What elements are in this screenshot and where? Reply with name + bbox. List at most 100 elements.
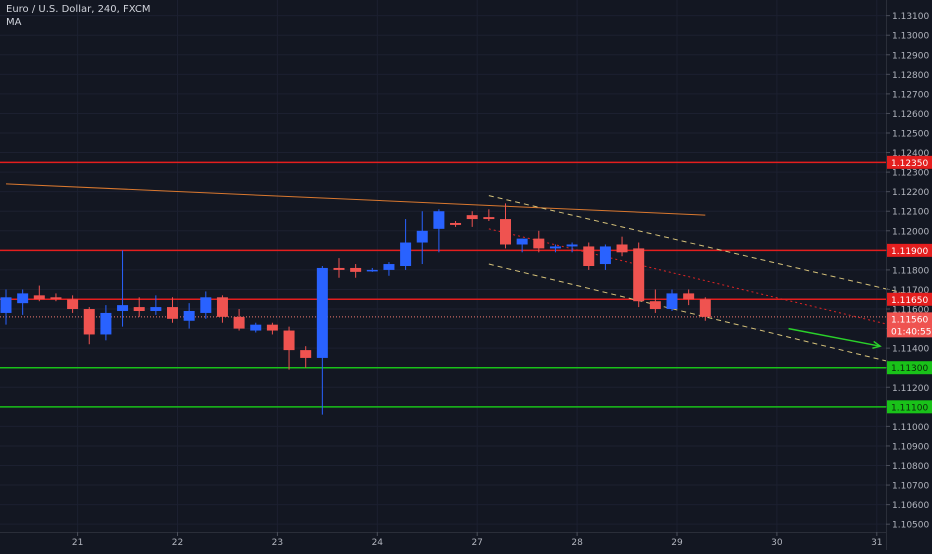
channel-upper-line[interactable] (488, 195, 931, 300)
resistance-price-label: 1.12350 (887, 155, 932, 169)
candle[interactable] (216, 295, 228, 323)
candle-body (316, 267, 328, 358)
candle[interactable] (500, 203, 511, 249)
candle[interactable] (233, 309, 245, 331)
candle[interactable] (167, 297, 178, 323)
candle[interactable] (549, 244, 561, 253)
candle-body (533, 238, 545, 249)
price-tick-label: 1.12500 (892, 130, 929, 140)
candle[interactable] (83, 307, 95, 345)
candle-body (549, 246, 561, 249)
candle[interactable] (117, 250, 129, 327)
candle[interactable] (300, 346, 312, 368)
candle[interactable] (633, 242, 645, 308)
price-tick-label: 1.10700 (892, 482, 929, 492)
time-tick-label: 24 (372, 538, 384, 548)
candle[interactable] (533, 230, 545, 253)
candle[interactable] (400, 219, 412, 270)
price-tick-label: 1.12200 (892, 188, 929, 198)
candle[interactable] (366, 267, 378, 272)
candle[interactable] (333, 258, 345, 278)
candle-body (666, 293, 678, 310)
candle[interactable] (683, 289, 695, 306)
price-tick-label: 1.13000 (892, 32, 929, 42)
candle[interactable] (383, 262, 395, 276)
candle[interactable] (649, 289, 661, 313)
support-price-label-text: 1.11300 (891, 364, 928, 374)
time-axis[interactable]: 21 22 23 24 27 28 29 30 31 (72, 532, 883, 548)
candle-body (400, 242, 412, 266)
channel-layer (488, 195, 931, 373)
price-tick-label: 1.12100 (892, 208, 929, 218)
candle[interactable] (666, 289, 678, 311)
support-price-label-bg (887, 361, 932, 375)
price-tick-label: 1.11400 (892, 345, 929, 355)
candle-body (616, 244, 628, 253)
candle-body (466, 215, 478, 220)
candle[interactable] (316, 266, 328, 415)
candle-body (366, 269, 378, 272)
last-price-label-text: 1.11560 (891, 315, 928, 325)
candle[interactable] (67, 295, 79, 313)
candle[interactable] (416, 211, 428, 265)
candle[interactable] (283, 326, 295, 370)
resistance-price-label-bg (887, 155, 932, 169)
price-tick-label: 1.11600 (892, 306, 929, 316)
candle[interactable] (50, 293, 62, 302)
price-tick-label: 1.12700 (892, 90, 929, 100)
candle[interactable] (0, 289, 12, 325)
candle-body (416, 230, 428, 243)
candle[interactable] (699, 297, 711, 321)
support-price-label: 1.11100 (887, 400, 932, 414)
projection-arrow-layer (788, 327, 882, 349)
candle[interactable] (150, 295, 162, 315)
time-tick-label: 28 (571, 538, 583, 548)
candle[interactable] (583, 242, 595, 270)
candle-body (183, 310, 195, 321)
candle[interactable] (466, 211, 478, 227)
candle[interactable] (266, 322, 278, 335)
candle-body (50, 297, 62, 300)
support-price-label: 1.11300 (887, 361, 932, 375)
resistance-price-label-text: 1.11900 (891, 247, 928, 257)
candle[interactable] (616, 236, 628, 257)
resistance-price-label-bg (887, 292, 932, 306)
price-tick-label: 1.12900 (892, 51, 929, 61)
time-tick-label: 21 (72, 538, 83, 548)
candle[interactable] (516, 238, 528, 253)
chart-title: Euro / U.S. Dollar, 240, FXCM (6, 4, 151, 15)
candle[interactable] (350, 264, 362, 278)
candle-body (17, 293, 29, 304)
candle[interactable] (483, 209, 495, 222)
moving-average-line (5, 183, 706, 216)
channel-lower-line[interactable] (488, 263, 931, 373)
candle-body (649, 301, 661, 310)
candle[interactable] (433, 209, 445, 253)
candle-body (167, 307, 178, 319)
candle[interactable] (566, 242, 578, 253)
candle[interactable] (33, 285, 45, 302)
indicator-label: MA (6, 17, 22, 28)
candle[interactable] (200, 291, 212, 319)
candle[interactable] (250, 322, 262, 333)
candle-body (266, 324, 278, 331)
price-axis[interactable]: 1.10500 1.10600 1.10700 1.10800 1.10900 1.110… (886, 12, 929, 531)
candle[interactable] (17, 289, 29, 315)
candles-layer (0, 203, 711, 415)
candle[interactable] (133, 297, 145, 317)
channel-mid-line[interactable] (488, 228, 931, 335)
last-price-label: 1.11560 (887, 312, 932, 326)
resistance-price-label-text: 1.12350 (891, 159, 928, 169)
candle[interactable] (183, 303, 195, 329)
candle-body (433, 211, 445, 229)
candle[interactable] (599, 244, 611, 270)
price-tick-label: 1.10600 (892, 501, 929, 511)
resistance-price-label: 1.11900 (887, 243, 932, 257)
candle[interactable] (100, 305, 112, 341)
candle[interactable] (450, 221, 462, 227)
time-tick-label: 29 (671, 538, 683, 548)
candle-body (33, 295, 45, 300)
